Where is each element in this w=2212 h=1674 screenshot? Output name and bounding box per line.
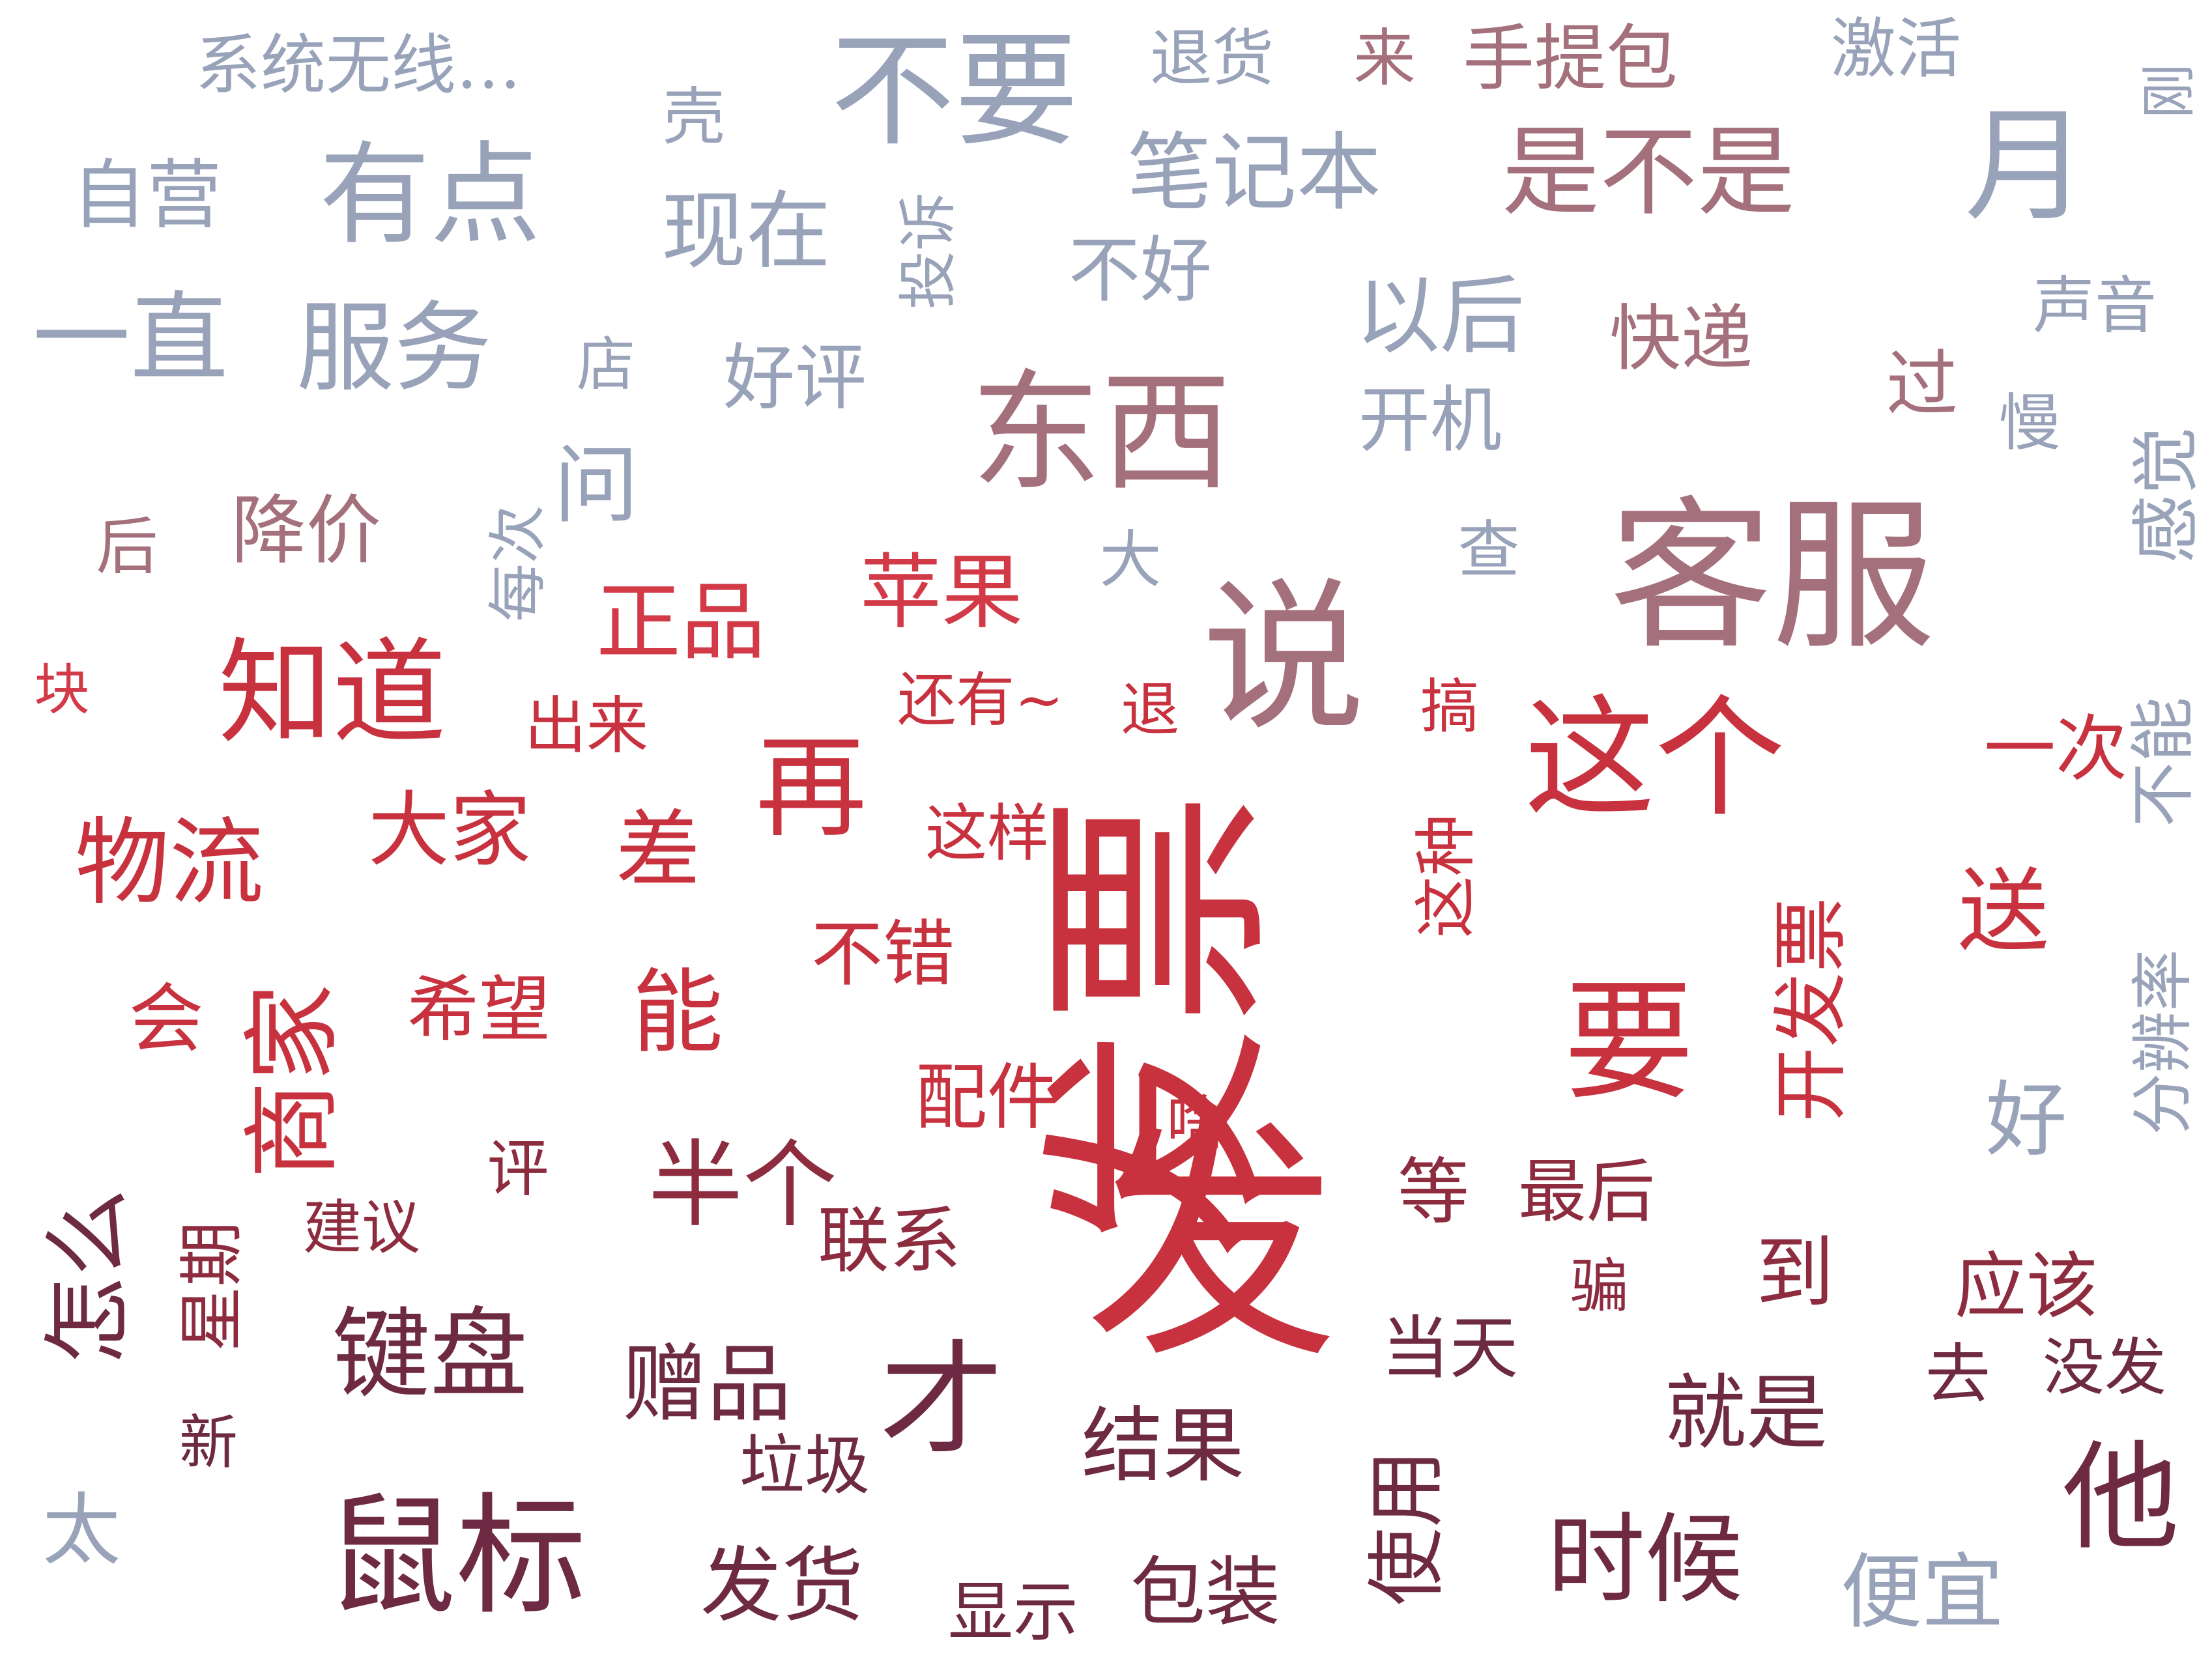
word: 现在 (661, 182, 831, 281)
word: 就是 (1665, 1367, 1828, 1461)
word: 知道 (218, 628, 446, 760)
word: 投诉 (895, 192, 963, 309)
word: 物流 (75, 808, 264, 918)
word: 这种 (1411, 814, 1482, 938)
word: 查 (1458, 515, 1519, 586)
word: 结果 (1082, 1399, 1244, 1494)
word: 键盘 (332, 1298, 528, 1412)
word: 怎么 (37, 1189, 139, 1365)
word: 当天 (1381, 1309, 1518, 1388)
word: 感觉 (2127, 427, 2206, 563)
word: 太 (42, 1486, 121, 1576)
word: 鼠标 (326, 1481, 586, 1633)
word: 降价 (231, 487, 381, 575)
word: 服务 (296, 292, 492, 405)
word: 月 (1964, 94, 2088, 238)
word: 建议 (303, 1194, 420, 1262)
word: 差 (616, 801, 700, 900)
word: 要 (1564, 967, 1694, 1118)
word: 商家 (237, 984, 350, 1179)
word: 大家 (368, 784, 531, 878)
word: 这个 (1525, 683, 1785, 835)
word: 时候 (1547, 1503, 1743, 1617)
word: 开机 (1358, 378, 1502, 462)
word: 还有~ (897, 666, 1063, 735)
word: 有点 (319, 131, 541, 260)
word: 新 (179, 1409, 238, 1477)
word: 一直 (33, 282, 228, 395)
word: 送 (1958, 859, 2049, 965)
word: 好评 (723, 336, 867, 419)
word: 应该 (1955, 1245, 2098, 1328)
word: 搞 (1420, 673, 1479, 741)
word: 便宜 (1841, 1546, 2004, 1640)
word: 没发 (2043, 1332, 2166, 1404)
word: 骗 (1570, 1253, 1629, 1321)
word: 苹果 (860, 546, 1023, 640)
word: 不好 (1069, 229, 1212, 312)
word: 垃圾 (740, 1428, 870, 1504)
word: 来 (1353, 23, 1415, 94)
word: 出来 (524, 690, 648, 762)
word: 才 (880, 1329, 1003, 1473)
word: 去 (1925, 1337, 1990, 1413)
word: 赠品 (622, 1335, 792, 1434)
word: 退货 (1150, 23, 1274, 94)
word: 手提包 (1463, 17, 1678, 100)
word: 等 (1398, 1150, 1469, 1234)
word: 评 (487, 1133, 549, 1205)
word: 发货 (700, 1539, 863, 1634)
word: 包装 (1130, 1549, 1280, 1636)
word: 声音 (2033, 270, 2157, 342)
word: 显示 (948, 1574, 1078, 1651)
word: 不错 (811, 913, 955, 996)
word: 块 (34, 659, 89, 723)
word: 壳 (663, 81, 725, 153)
word: 开发票 (1768, 897, 1855, 1122)
word: 分辨率 (2127, 949, 2199, 1135)
word: 不要 (831, 20, 1078, 163)
word: 使用 (1362, 1449, 1453, 1606)
word: 一次 (1984, 707, 2127, 791)
word: 最后 (1518, 1152, 1655, 1232)
word: 再 (756, 724, 867, 853)
word: 大 (1099, 524, 1161, 596)
word: 退 (1121, 676, 1179, 745)
word: 刚 (2138, 63, 2202, 119)
word: 联系 (818, 1199, 961, 1283)
word: 东西 (971, 358, 1231, 509)
word: 这样 (925, 798, 1049, 870)
word: 过 (1886, 343, 1958, 426)
word: 激活 (1831, 11, 1961, 87)
word: 配件 (915, 1056, 1059, 1139)
word: 店 (577, 331, 635, 399)
word: 自营 (72, 152, 222, 239)
word: 发票 (1024, 791, 1297, 1260)
word: 星期 (174, 1221, 250, 1352)
word: 好 (1986, 1073, 2067, 1168)
word: 到 (1756, 1228, 1834, 1319)
word: 客服 (1609, 482, 1935, 672)
word: 以后 (1355, 266, 1525, 365)
word: 是不是 (1502, 116, 1795, 229)
word: 后 (96, 511, 158, 583)
word: 慢 (1998, 388, 2060, 459)
word: 正品 (596, 573, 766, 672)
word: 能 (632, 960, 723, 1066)
word: 希望 (407, 968, 551, 1051)
word: 系统无线… (195, 27, 521, 104)
word: 笔记本 (1127, 123, 1381, 222)
word: 会 (128, 976, 203, 1063)
word: 问 (554, 436, 639, 535)
word: 不能 (2125, 697, 2202, 827)
word: 他 (2062, 1430, 2179, 1567)
word: 每次 (484, 505, 553, 622)
word: 说 (1202, 563, 1365, 753)
word: 半个 (648, 1131, 837, 1241)
word: 发 (1085, 1096, 1339, 1392)
word: 快递 (1609, 297, 1753, 380)
word: 啥 (1166, 1090, 1225, 1158)
